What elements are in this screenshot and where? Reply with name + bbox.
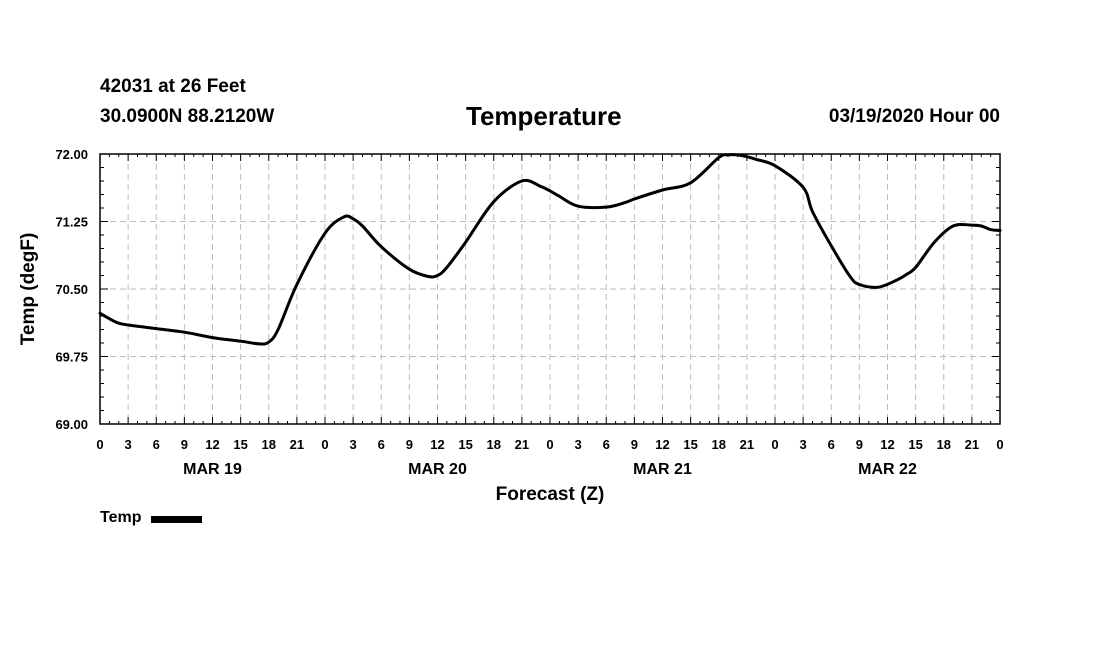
legend: Temp	[100, 509, 203, 527]
legend-line-swatch	[151, 515, 203, 523]
x-tick-label: 0	[771, 437, 778, 452]
x-tick-label: 6	[603, 437, 610, 452]
x-tick-label: 12	[655, 437, 669, 452]
y-tick-label: 70.50	[55, 282, 88, 297]
x-tick-label: 9	[181, 437, 188, 452]
x-tick-label: 21	[740, 437, 754, 452]
x-tick-label: 0	[96, 437, 103, 452]
x-tick-label: 15	[458, 437, 472, 452]
x-axis-title: Forecast (Z)	[496, 484, 605, 505]
x-tick-label: 0	[321, 437, 328, 452]
x-tick-label: 12	[880, 437, 894, 452]
chart-title: Temperature	[466, 101, 622, 131]
x-tick-label: 3	[800, 437, 807, 452]
x-tick-label: 9	[856, 437, 863, 452]
coordinates-label: 30.0900N 88.2120W	[100, 106, 275, 127]
x-tick-label: 9	[631, 437, 638, 452]
day-label: MAR 21	[633, 461, 692, 478]
y-axis-title: Temp (degF)	[18, 233, 39, 346]
grid-lines	[100, 154, 1000, 424]
x-tick-label: 0	[996, 437, 1003, 452]
x-tick-label: 18	[712, 437, 726, 452]
x-tick-label: 3	[350, 437, 357, 452]
x-tick-label: 21	[965, 437, 979, 452]
x-tick-label: 21	[290, 437, 304, 452]
x-tick-label: 15	[683, 437, 697, 452]
x-tick-label: 15	[908, 437, 922, 452]
y-tick-label: 72.00	[55, 147, 88, 162]
x-tick-label: 15	[233, 437, 247, 452]
forecast-datetime: 03/19/2020 Hour 00	[828, 106, 1000, 127]
day-label: MAR 19	[183, 461, 242, 478]
day-label: MAR 22	[858, 461, 917, 478]
y-tick-label: 69.00	[55, 417, 88, 432]
x-tick-label: 6	[153, 437, 160, 452]
x-tick-label: 6	[828, 437, 835, 452]
x-tick-label: 21	[515, 437, 529, 452]
x-tick-label: 12	[430, 437, 444, 452]
x-tick-label: 18	[487, 437, 501, 452]
y-tick-label: 71.25	[55, 215, 88, 230]
station-label: 42031 at 26 Feet	[100, 76, 246, 97]
plot-frame	[99, 153, 1001, 425]
x-tick-label: 12	[205, 437, 219, 452]
x-tick-label: 0	[546, 437, 553, 452]
series-layer	[98, 153, 1002, 346]
x-tick-label: 6	[378, 437, 385, 452]
x-tick-label: 18	[937, 437, 951, 452]
x-tick-label: 3	[575, 437, 582, 452]
y-tick-label: 69.75	[55, 350, 88, 365]
legend-label: Temp	[100, 509, 142, 526]
series-line-temp	[98, 153, 1002, 346]
day-label: MAR 20	[408, 461, 467, 478]
axis-labels: 0 3 6 9 12 15 18 21 0 3 6 9 12 15 18 21 0 3 6 9 12 15 18 21 0 3 6 9…	[55, 147, 1003, 478]
x-tick-label: 9	[406, 437, 413, 452]
x-tick-label: 18	[262, 437, 276, 452]
x-tick-label: 3	[125, 437, 132, 452]
